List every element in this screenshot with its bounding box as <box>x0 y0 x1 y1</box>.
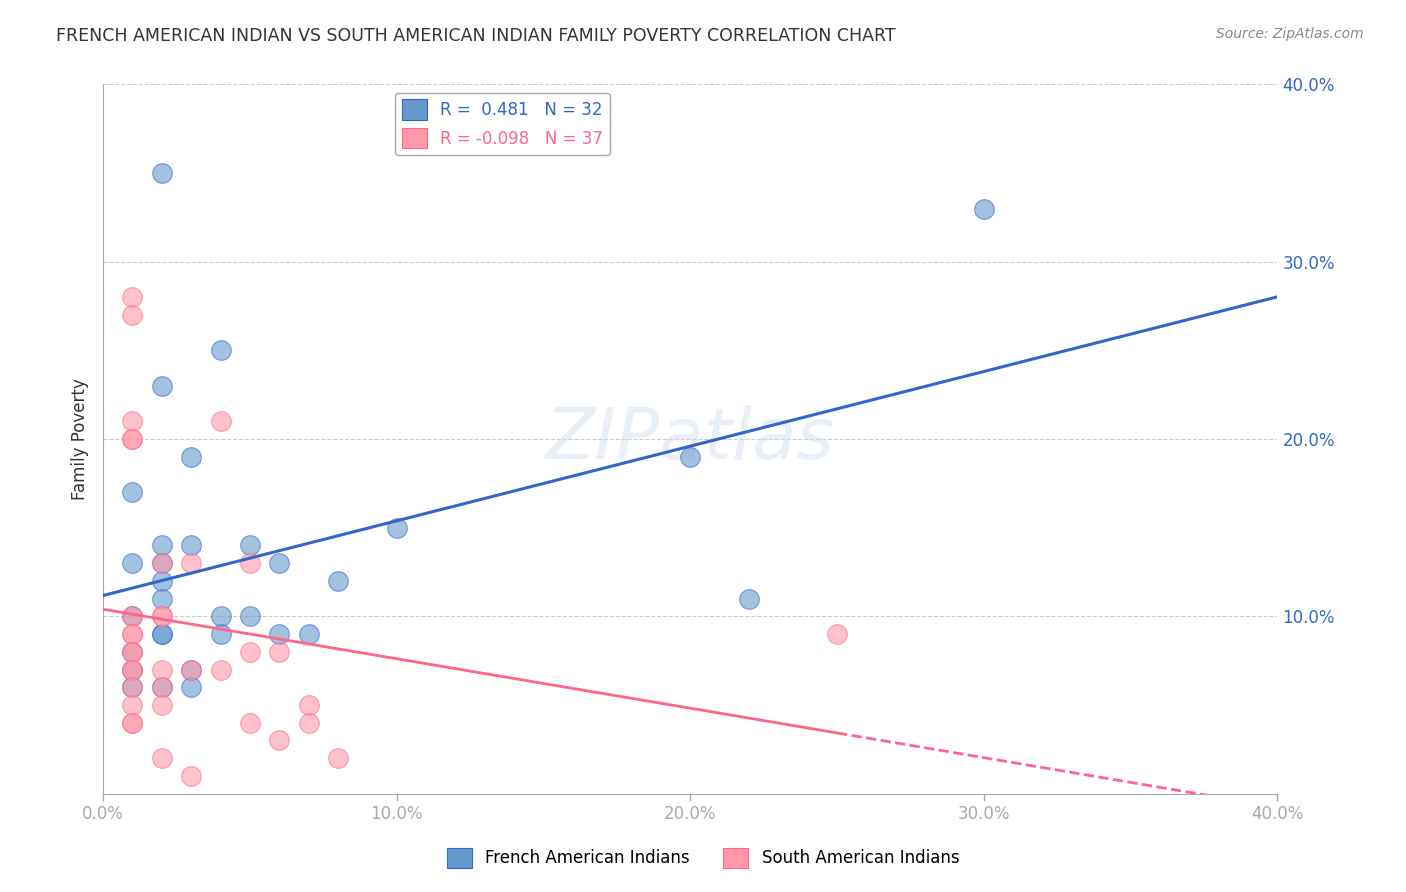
Point <box>121 663 143 677</box>
Point <box>121 627 143 641</box>
Point <box>738 591 761 606</box>
Point <box>298 698 321 712</box>
Point <box>269 733 291 747</box>
Point <box>121 681 143 695</box>
Point <box>150 574 173 588</box>
Text: FRENCH AMERICAN INDIAN VS SOUTH AMERICAN INDIAN FAMILY POVERTY CORRELATION CHART: FRENCH AMERICAN INDIAN VS SOUTH AMERICAN… <box>56 27 896 45</box>
Point <box>150 556 173 570</box>
Point <box>239 645 262 659</box>
Point <box>121 681 143 695</box>
Point <box>180 663 202 677</box>
Point <box>239 609 262 624</box>
Point <box>121 432 143 446</box>
Point <box>121 414 143 428</box>
Point <box>298 715 321 730</box>
Y-axis label: Family Poverty: Family Poverty <box>72 378 89 500</box>
Point <box>121 645 143 659</box>
Text: ZIPatlas: ZIPatlas <box>546 405 835 474</box>
Point <box>121 627 143 641</box>
Point <box>121 432 143 446</box>
Point <box>180 538 202 552</box>
Point <box>269 645 291 659</box>
Point <box>121 308 143 322</box>
Point <box>973 202 995 216</box>
Point <box>121 485 143 500</box>
Point <box>150 538 173 552</box>
Point <box>121 663 143 677</box>
Point <box>239 556 262 570</box>
Point <box>150 379 173 393</box>
Point <box>121 698 143 712</box>
Point <box>209 663 232 677</box>
Point <box>121 556 143 570</box>
Point <box>180 769 202 783</box>
Point <box>150 681 173 695</box>
Point <box>326 574 349 588</box>
Point <box>121 290 143 304</box>
Point <box>239 715 262 730</box>
Point <box>150 663 173 677</box>
Point <box>180 681 202 695</box>
Point <box>269 627 291 641</box>
Point <box>209 414 232 428</box>
Point <box>825 627 848 641</box>
Point <box>385 521 408 535</box>
Point <box>121 645 143 659</box>
Point <box>150 627 173 641</box>
Legend: French American Indians, South American Indians: French American Indians, South American … <box>440 841 966 875</box>
Point <box>209 609 232 624</box>
Point <box>121 645 143 659</box>
Point <box>239 538 262 552</box>
Point <box>121 715 143 730</box>
Point <box>121 715 143 730</box>
Point <box>150 627 173 641</box>
Text: Source: ZipAtlas.com: Source: ZipAtlas.com <box>1216 27 1364 41</box>
Point <box>150 751 173 765</box>
Point <box>150 556 173 570</box>
Point <box>180 663 202 677</box>
Point <box>150 698 173 712</box>
Point <box>209 343 232 358</box>
Point <box>180 450 202 464</box>
Legend: R =  0.481   N = 32, R = -0.098   N = 37: R = 0.481 N = 32, R = -0.098 N = 37 <box>395 93 610 155</box>
Point <box>150 609 173 624</box>
Point <box>121 663 143 677</box>
Point <box>298 627 321 641</box>
Point <box>209 627 232 641</box>
Point <box>180 556 202 570</box>
Point <box>269 556 291 570</box>
Point <box>150 681 173 695</box>
Point <box>679 450 702 464</box>
Point <box>150 166 173 180</box>
Point <box>150 609 173 624</box>
Point <box>121 609 143 624</box>
Point <box>121 609 143 624</box>
Point <box>326 751 349 765</box>
Point <box>150 591 173 606</box>
